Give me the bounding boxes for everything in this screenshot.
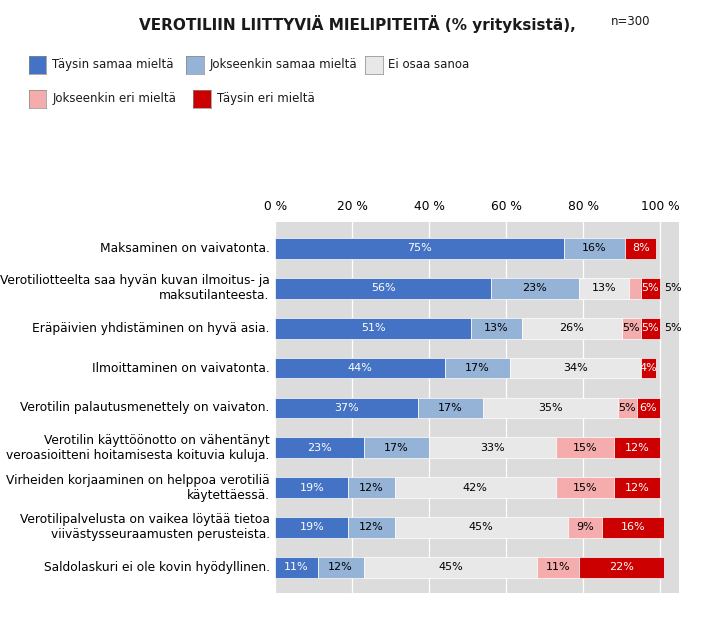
Text: 23%: 23% — [307, 442, 332, 453]
Text: 12%: 12% — [359, 483, 384, 493]
Text: 11%: 11% — [284, 562, 309, 572]
Text: 33%: 33% — [480, 442, 505, 453]
Text: 5%: 5% — [622, 323, 640, 333]
Text: 26%: 26% — [559, 323, 584, 333]
Text: 45%: 45% — [469, 522, 493, 533]
Bar — [275, 358, 445, 378]
Bar — [418, 397, 483, 418]
Bar — [445, 358, 510, 378]
Text: 22%: 22% — [609, 562, 634, 572]
Text: Täysin eri mieltä: Täysin eri mieltä — [217, 92, 315, 106]
Bar — [641, 278, 660, 298]
Bar — [637, 397, 660, 418]
Bar — [275, 438, 364, 458]
Text: 17%: 17% — [465, 363, 490, 373]
Text: 16%: 16% — [621, 522, 646, 533]
Text: 9%: 9% — [576, 522, 594, 533]
Bar — [348, 517, 395, 538]
Text: 23%: 23% — [523, 283, 548, 294]
Bar — [626, 238, 656, 259]
Text: 11%: 11% — [546, 562, 571, 572]
Text: Jokseenkin eri mieltä: Jokseenkin eri mieltä — [52, 92, 176, 106]
Text: 5%: 5% — [641, 283, 659, 294]
Bar — [317, 557, 364, 578]
Bar — [395, 517, 568, 538]
Bar — [483, 397, 618, 418]
Text: 17%: 17% — [438, 403, 463, 413]
Bar — [275, 397, 418, 418]
Bar — [556, 438, 614, 458]
Bar — [579, 557, 664, 578]
Text: 13%: 13% — [592, 283, 616, 294]
Text: 34%: 34% — [563, 363, 588, 373]
Bar — [275, 557, 317, 578]
Text: 5%: 5% — [664, 323, 681, 333]
Bar — [602, 517, 664, 538]
Text: 37%: 37% — [334, 403, 359, 413]
Bar — [275, 517, 348, 538]
Text: 19%: 19% — [300, 483, 324, 493]
Text: 12%: 12% — [625, 483, 649, 493]
Text: 19%: 19% — [300, 522, 324, 533]
Bar — [364, 438, 429, 458]
Text: 6%: 6% — [640, 403, 657, 413]
Text: Täysin samaa mieltä: Täysin samaa mieltä — [52, 58, 174, 72]
Bar — [348, 477, 395, 498]
Text: VEROTILIIN LIITTYVIÄ MIELIPITEITÄ (% yrityksistä),: VEROTILIIN LIITTYVIÄ MIELIPITEITÄ (% yri… — [139, 15, 576, 33]
Bar — [568, 517, 602, 538]
Bar — [490, 278, 579, 298]
Text: 15%: 15% — [573, 483, 597, 493]
Text: 15%: 15% — [573, 442, 597, 453]
Text: 75%: 75% — [407, 243, 432, 253]
Bar — [614, 438, 660, 458]
Text: 13%: 13% — [484, 323, 509, 333]
Text: 4%: 4% — [640, 363, 657, 373]
Bar — [556, 477, 614, 498]
Text: 12%: 12% — [328, 562, 353, 572]
Text: 45%: 45% — [438, 562, 463, 572]
Text: 42%: 42% — [463, 483, 488, 493]
Text: 8%: 8% — [632, 243, 650, 253]
Text: 44%: 44% — [347, 363, 373, 373]
Bar — [641, 358, 656, 378]
Bar — [564, 238, 626, 259]
Text: Jokseenkin samaa mieltä: Jokseenkin samaa mieltä — [209, 58, 357, 72]
Bar — [629, 278, 641, 298]
Bar — [275, 477, 348, 498]
Text: 12%: 12% — [625, 442, 649, 453]
Bar — [275, 278, 490, 298]
Bar — [395, 477, 556, 498]
Text: 5%: 5% — [641, 323, 659, 333]
Bar — [579, 278, 629, 298]
Text: Ei osaa sanoa: Ei osaa sanoa — [388, 58, 470, 72]
Bar — [429, 438, 556, 458]
Text: 35%: 35% — [538, 403, 563, 413]
Bar — [521, 318, 621, 339]
Text: 16%: 16% — [582, 243, 607, 253]
Bar — [614, 477, 660, 498]
Text: 56%: 56% — [370, 283, 395, 294]
Text: 51%: 51% — [361, 323, 385, 333]
Text: 5%: 5% — [664, 283, 681, 294]
Bar — [364, 557, 537, 578]
Text: 5%: 5% — [618, 403, 636, 413]
Bar — [641, 318, 660, 339]
Bar — [510, 358, 641, 378]
Bar — [621, 318, 641, 339]
Bar — [471, 318, 521, 339]
Text: n=300: n=300 — [611, 15, 651, 28]
Bar — [537, 557, 579, 578]
Text: 17%: 17% — [384, 442, 409, 453]
Bar — [618, 397, 637, 418]
Bar — [275, 238, 564, 259]
Bar — [275, 318, 471, 339]
Text: 12%: 12% — [359, 522, 384, 533]
